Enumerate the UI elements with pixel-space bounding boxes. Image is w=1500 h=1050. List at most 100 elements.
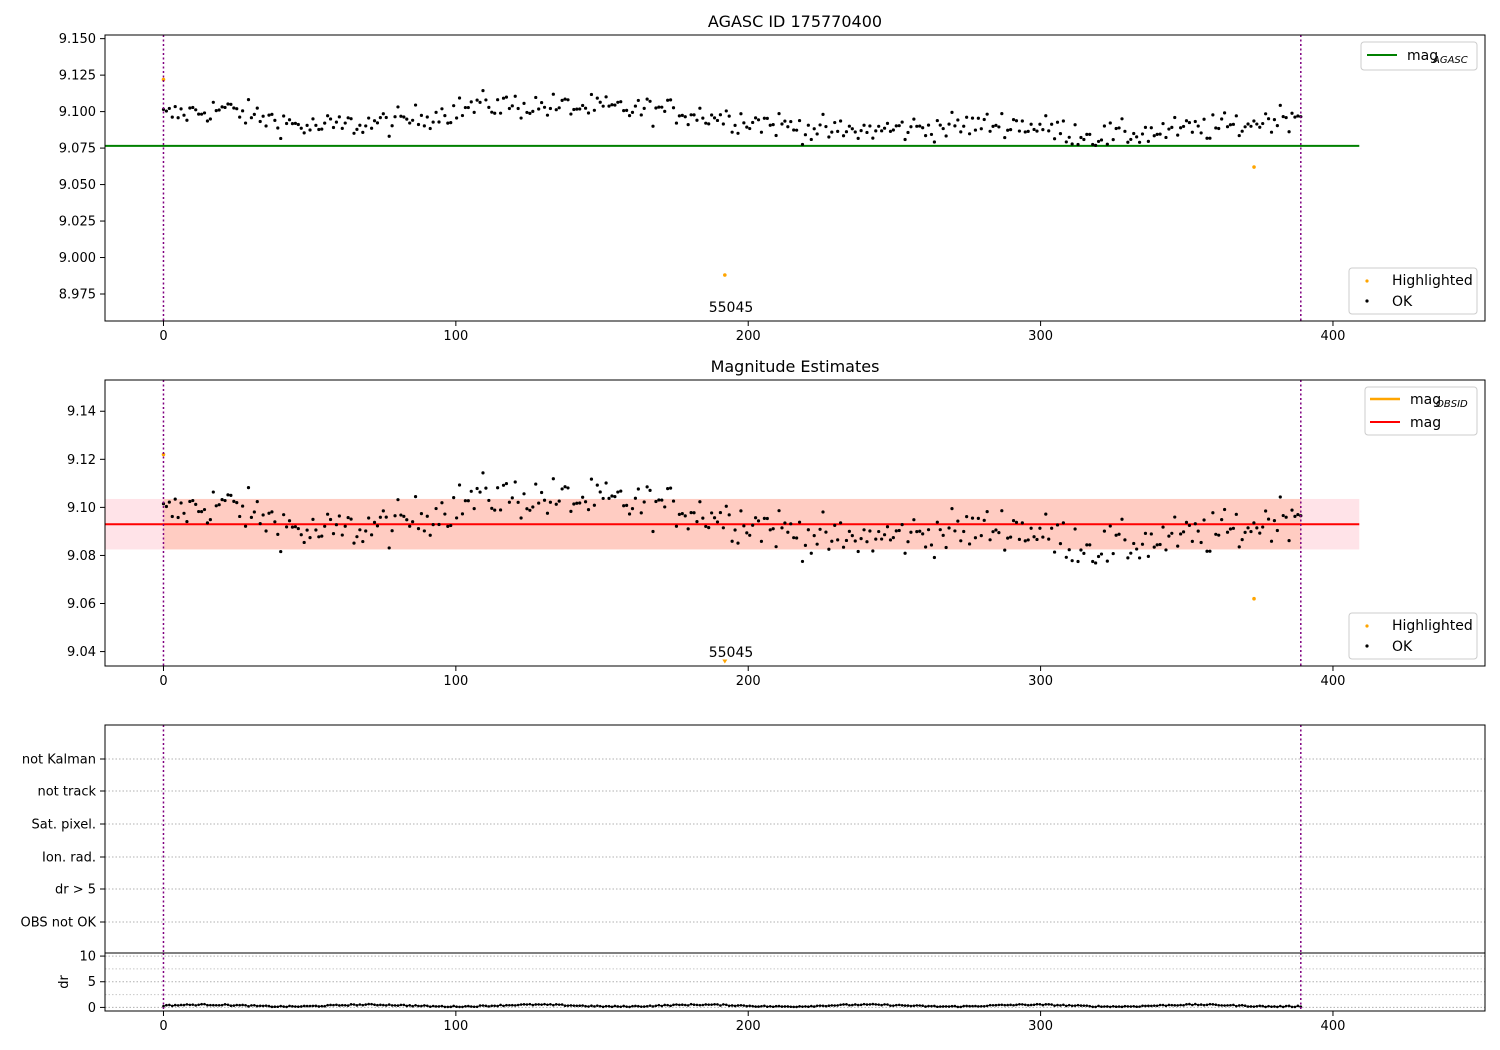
flags-panel: not Kalman not track Sat. pixel. Ion. rad. d… xyxy=(21,724,1486,954)
dr-point xyxy=(695,1003,699,1007)
magnitude-ok-point xyxy=(598,490,602,494)
magnitude-ok-point xyxy=(950,507,954,511)
dr-point xyxy=(763,1004,766,1008)
magnitude-ok-point xyxy=(997,531,1001,535)
magnitude-ok-point xyxy=(246,486,251,490)
magnitude-ok-point xyxy=(358,528,362,532)
dr-point xyxy=(912,1004,916,1008)
magnitude-ok-point xyxy=(575,501,579,505)
magnitude-ok-point xyxy=(994,528,998,532)
dr-point xyxy=(977,1005,980,1008)
magnitude-ok-point xyxy=(1158,542,1162,547)
magnitude-ok-point xyxy=(704,524,708,529)
dr-point xyxy=(598,1004,602,1008)
dr-point xyxy=(493,1004,497,1008)
agasc-ok-point xyxy=(607,104,611,108)
magnitude-ok-point xyxy=(1246,526,1250,530)
dr-point xyxy=(651,1005,655,1008)
flag-label: not Kalman xyxy=(22,753,96,768)
magnitude-ok-point xyxy=(1167,534,1171,538)
dr-point xyxy=(1199,1003,1203,1006)
magnitude-ok-point xyxy=(211,490,215,494)
magnitude-ok-point xyxy=(1126,556,1130,560)
magnitude-ok-point xyxy=(566,486,570,490)
agasc-ok-point xyxy=(1011,118,1016,122)
agasc-ok-point xyxy=(1287,130,1291,134)
magnitude-ok-point xyxy=(1205,549,1209,553)
dr-point xyxy=(619,1005,623,1009)
agasc-ok-point xyxy=(786,125,790,129)
agasc-ok-point xyxy=(1064,140,1068,144)
agasc-ok-point xyxy=(1214,126,1218,130)
dr-point xyxy=(982,1004,986,1008)
magnitude-ok-point xyxy=(841,545,846,549)
dr-point xyxy=(962,1004,966,1008)
magnitude-ok-point xyxy=(1173,515,1177,519)
dr-point xyxy=(1267,1004,1270,1008)
dr-point xyxy=(956,1005,960,1009)
dr-point xyxy=(587,1005,590,1008)
dr-point xyxy=(807,1005,810,1008)
magnitude-ok-point xyxy=(1099,552,1104,556)
dr-point xyxy=(997,1003,1001,1007)
agasc-ok-point xyxy=(730,130,734,134)
agasc-ok-point xyxy=(753,116,758,120)
magnitude-ok-point xyxy=(440,501,444,505)
magnitude-ok-point xyxy=(586,508,591,512)
dr-point xyxy=(578,1004,582,1008)
magnitude-ok-point xyxy=(425,514,429,518)
dr-point xyxy=(792,1005,795,1009)
dr-point xyxy=(267,1004,271,1008)
agasc-ok-point xyxy=(323,121,327,125)
magnitude-ok-point xyxy=(1011,519,1016,523)
legend-mag-obsid-label: mag xyxy=(1410,392,1441,408)
magnitude-ok-point xyxy=(663,505,667,509)
dr-point xyxy=(417,1004,420,1008)
dr-point xyxy=(974,1004,977,1008)
magnitude-ok-point xyxy=(478,490,482,494)
magnitude-ok-point xyxy=(1029,526,1033,530)
agasc-ok-point xyxy=(443,114,447,118)
agasc-ok-point xyxy=(440,107,444,111)
magnitude-ok-point xyxy=(352,541,356,545)
agasc-ok-point xyxy=(592,108,596,112)
dr-point xyxy=(1103,1005,1106,1008)
magnitude-ok-point xyxy=(1064,555,1068,559)
agasc-ok-point xyxy=(850,127,854,131)
dr-point xyxy=(346,1004,350,1007)
agasc-ok-point xyxy=(865,130,869,135)
dr-point xyxy=(1079,1004,1083,1007)
dr-point xyxy=(1012,1003,1015,1007)
magnitude-ok-point xyxy=(369,533,374,537)
dr-point xyxy=(461,1005,464,1009)
dr-point xyxy=(1070,1004,1074,1008)
dr-point xyxy=(930,1004,933,1008)
agasc-ok-point xyxy=(581,103,585,108)
agasc-ok-point xyxy=(381,112,385,116)
flag-label: OBS not OK xyxy=(21,916,97,931)
dr-point xyxy=(1150,1004,1153,1008)
magnitude-ok-point xyxy=(733,528,737,532)
dr-point xyxy=(279,1004,283,1008)
magnitude-ok-point xyxy=(765,516,769,521)
agasc-ok-point xyxy=(235,107,239,111)
dr-point xyxy=(1106,1005,1109,1008)
magnitude-ok-point xyxy=(736,541,740,545)
magnitude-ok-point xyxy=(885,525,890,529)
magnitude-ok-point xyxy=(1032,535,1036,539)
agasc-ok-point xyxy=(1240,129,1244,133)
magnitude-ok-point xyxy=(528,508,532,512)
agasc-ok-point xyxy=(296,122,300,127)
agasc-ok-point xyxy=(241,109,245,113)
dr-point xyxy=(733,1004,737,1008)
dr-point xyxy=(1176,1004,1179,1007)
agasc-ok-point xyxy=(1222,111,1227,115)
magnitude-ok-point xyxy=(1179,532,1183,536)
agasc-ok-point xyxy=(496,98,500,102)
agasc-ok-point xyxy=(326,114,330,118)
dr-point xyxy=(971,1004,974,1008)
magnitude-ok-point xyxy=(859,537,863,541)
agasc-ok-point xyxy=(337,115,341,119)
magnitude-ok-point xyxy=(545,511,550,515)
dr-point xyxy=(232,1004,236,1007)
